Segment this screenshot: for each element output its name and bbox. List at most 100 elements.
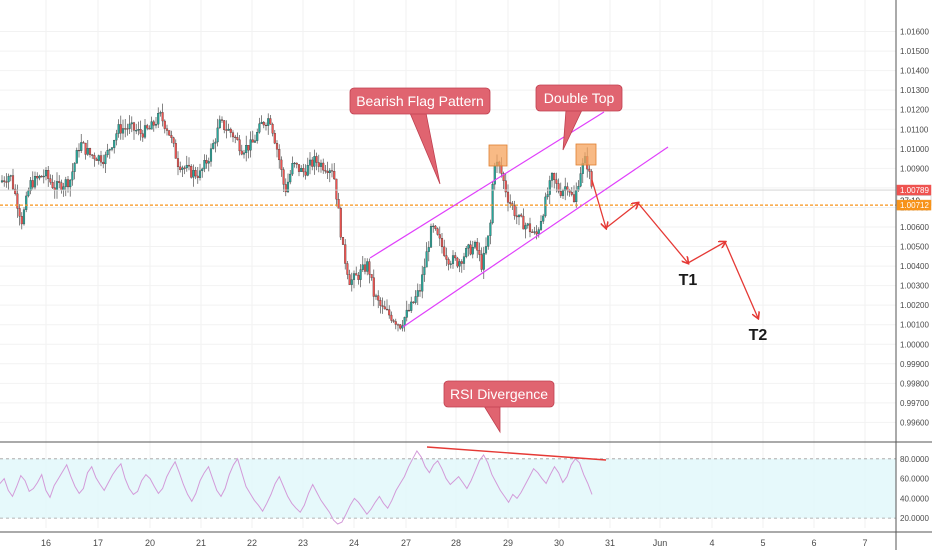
y-tick-label: 1.01500 (900, 47, 929, 56)
candle-body (454, 255, 457, 259)
double-top-box-left (488, 144, 508, 167)
candle-body (64, 179, 67, 187)
candle-body (115, 133, 118, 141)
candle-body (300, 168, 303, 172)
candle-body (3, 180, 6, 182)
candle-body (137, 129, 140, 131)
bearish-flag-callout-box (349, 87, 491, 115)
rsi-divergence-callout-text: RSI Divergence (450, 386, 548, 402)
y-tick-label: 1.00100 (900, 321, 929, 330)
candle-body (223, 120, 226, 130)
x-tick-label: 28 (451, 538, 461, 548)
y-tick-label: 1.00900 (900, 164, 929, 173)
candle-body (339, 208, 342, 238)
candle-body (504, 180, 507, 193)
candle-body (234, 136, 237, 138)
candle-body (168, 130, 171, 136)
candle-body (489, 222, 492, 236)
candle-body (561, 190, 565, 196)
candle-body (590, 171, 593, 187)
candle-body (207, 161, 210, 164)
candle-body (372, 277, 375, 297)
candle-body (528, 223, 532, 233)
candle-body (170, 135, 173, 138)
candle-body (517, 214, 521, 218)
projection-arrow (687, 242, 725, 264)
candle-body (260, 121, 263, 124)
candle-body (484, 246, 488, 254)
candle-body (20, 216, 23, 225)
projection-arrow (591, 179, 606, 228)
candle-body (524, 225, 527, 230)
candle-body (421, 274, 424, 292)
candle-body (440, 238, 444, 248)
candle-body (165, 128, 169, 131)
candle-body (311, 159, 314, 167)
candle-body (31, 180, 34, 188)
candle-body (7, 176, 10, 183)
annotation-labels: Bearish Flag Pattern Double Top T1 T2 RSI Di… (349, 84, 767, 434)
candle-body (449, 263, 452, 265)
candle-body (368, 261, 371, 275)
candle-body (410, 301, 413, 311)
candle-body (181, 167, 184, 170)
rsi-y-tick-label: 40.0000 (900, 494, 929, 503)
rsi-panel (0, 446, 896, 525)
candle-body (293, 162, 296, 164)
candle-body (159, 112, 162, 114)
candle-body (533, 231, 536, 233)
candle-body (447, 259, 450, 265)
candle-body (93, 155, 96, 160)
candle-body (357, 275, 360, 280)
candle-body (40, 175, 43, 178)
candle-body (313, 156, 316, 167)
candle-body (570, 191, 573, 195)
candle-body (388, 309, 391, 316)
candle-body (154, 124, 158, 126)
candle-body (535, 231, 538, 235)
candle-body (25, 195, 28, 210)
candle-body (407, 309, 411, 312)
candle-body (110, 147, 114, 150)
candle-body (491, 184, 494, 224)
candle-body (214, 141, 217, 144)
x-tick-label: 27 (401, 538, 411, 548)
candle-body (269, 118, 272, 125)
candle-body (423, 266, 426, 275)
candle-body (36, 176, 39, 179)
candle-body (506, 191, 510, 203)
candle-body (548, 180, 551, 195)
candle-body (544, 196, 547, 217)
y-tick-label: 1.01300 (900, 86, 929, 95)
candle-body (242, 152, 246, 155)
candle-body (176, 158, 180, 168)
candle-body (546, 194, 549, 198)
candle-body (124, 128, 127, 130)
candle-body (482, 252, 485, 270)
y-tick-label: 0.99600 (900, 418, 929, 427)
candle-body (515, 215, 518, 218)
candle-body (80, 142, 83, 151)
candle-body (73, 163, 76, 172)
candle-body (458, 261, 461, 267)
candle-body (88, 148, 92, 155)
x-tick-label: 31 (605, 538, 615, 548)
candle-body (267, 118, 270, 126)
candle-body (69, 179, 72, 188)
y-tick-label: 1.00300 (900, 282, 929, 291)
candle-body (434, 225, 437, 229)
candle-body (282, 169, 285, 185)
candle-body (264, 124, 268, 127)
candle-body (16, 193, 19, 209)
candle-body (128, 123, 131, 129)
candle-body (480, 254, 483, 270)
projection-arrow (637, 202, 688, 263)
candle-body (77, 150, 81, 152)
candle-body (531, 231, 534, 233)
candle-body (366, 261, 369, 272)
target-t1-label: T1 (679, 272, 698, 289)
x-tick-label: 23 (298, 538, 308, 548)
candle-body (564, 186, 567, 191)
candle-body (227, 128, 230, 131)
